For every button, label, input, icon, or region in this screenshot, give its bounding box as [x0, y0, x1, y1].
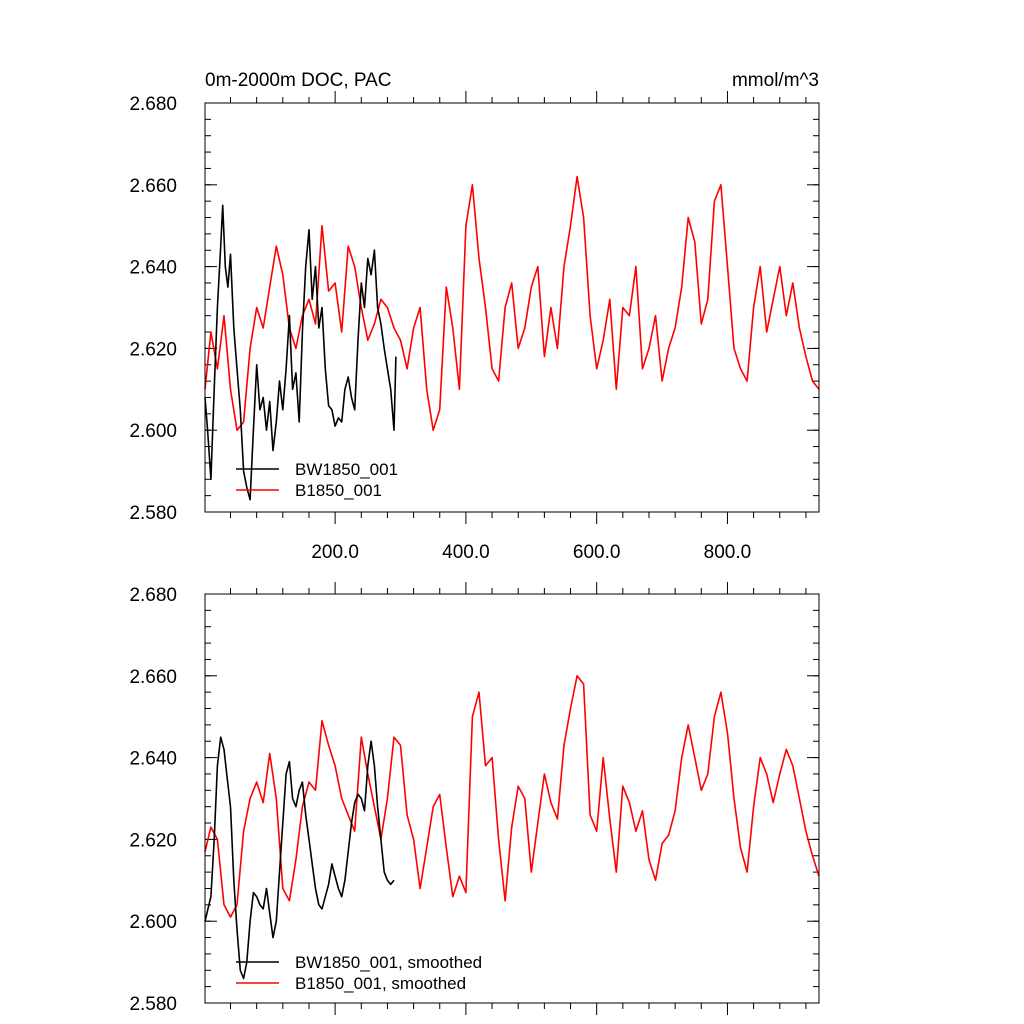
series-layer — [204, 175, 820, 501]
y-tick-label: 2.660 — [129, 176, 177, 197]
x-tick-label: 800.0 — [704, 542, 752, 563]
y-tick-label: 2.680 — [129, 585, 177, 606]
series-line-bw1850-001 — [204, 204, 397, 501]
legend: BW1850_001, smoothed B1850_001, smoothed — [236, 953, 482, 993]
units-label: mmol/m^3 — [732, 70, 819, 91]
y-tick-label: 2.620 — [129, 339, 177, 360]
legend-label: B1850_001, smoothed — [295, 974, 466, 993]
legend: BW1850_001 B1850_001 — [236, 460, 398, 500]
y-tick-label: 2.620 — [129, 830, 177, 851]
plot-frame — [204, 593, 820, 1004]
plot-frame — [204, 102, 820, 513]
y-tick-label: 2.600 — [129, 912, 177, 933]
axis-ticks: 2.580 2.600 2.620 2.640 2.660 2.680 200.0 400.0… — [129, 91, 819, 563]
y-tick-label: 2.660 — [129, 667, 177, 688]
legend-label: BW1850_001 — [295, 460, 398, 479]
legend-label: B1850_001 — [295, 481, 382, 500]
series-line-b1850-001 — [204, 175, 820, 432]
y-tick-label: 2.580 — [129, 503, 177, 524]
y-tick-label: 2.600 — [129, 421, 177, 442]
bottom-panel: 2.580 2.600 2.620 2.640 2.660 2.680 BW1850_00… — [129, 582, 820, 1015]
top-panel: 0m-2000m DOC, PAC mmol/m^3 2.580 2.600 2.6… — [129, 70, 820, 563]
x-tick-label: 200.0 — [311, 542, 359, 563]
series-line-bw1850-001-smoothed — [204, 736, 395, 980]
panel-title: 0m-2000m DOC, PAC — [205, 70, 392, 91]
y-tick-label: 2.640 — [129, 258, 177, 279]
axis-ticks: 2.580 2.600 2.620 2.640 2.660 2.680 — [129, 582, 819, 1015]
x-tick-label: 400.0 — [442, 542, 490, 563]
legend-label: BW1850_001, smoothed — [295, 953, 482, 972]
series-layer — [204, 674, 820, 980]
x-tick-label: 600.0 — [573, 542, 621, 563]
y-tick-label: 2.680 — [129, 94, 177, 115]
series-line-b1850-001-smoothed — [204, 674, 820, 918]
y-tick-label: 2.580 — [129, 994, 177, 1015]
y-tick-label: 2.640 — [129, 749, 177, 770]
